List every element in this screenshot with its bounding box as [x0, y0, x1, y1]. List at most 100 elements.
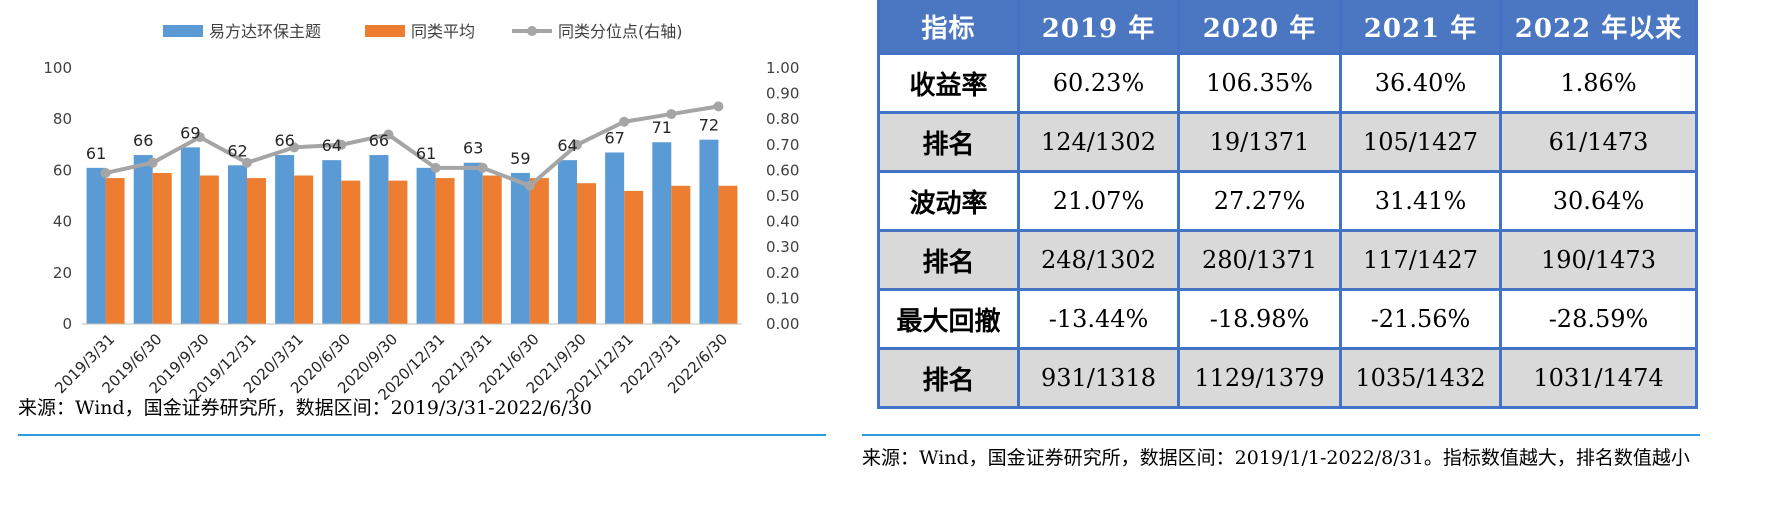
- table-cell: 1.86%: [1499, 52, 1698, 114]
- bar-peer-avg: [577, 183, 596, 324]
- bar-data-label: 64: [557, 136, 577, 155]
- percentile-marker: [430, 162, 441, 173]
- bar-data-label: 62: [227, 141, 247, 160]
- percentile-marker: [524, 180, 535, 191]
- table-cell: 117/1427: [1339, 229, 1502, 291]
- bar-peer-avg: [294, 175, 314, 324]
- y-right-tick-label: 0.80: [766, 110, 799, 128]
- bar-peer-avg: [388, 180, 408, 324]
- row-label: 收益率: [877, 52, 1020, 114]
- table-cell: 1129/1379: [1177, 347, 1342, 409]
- left-divider: [18, 434, 826, 436]
- percentile-marker: [619, 116, 630, 127]
- bar-data-label: 61: [416, 144, 436, 163]
- right-source-note: 来源：Wind，国金证券研究所，数据区间：2019/1/1-2022/8/31。…: [862, 447, 1690, 469]
- y-left-tick-label: 40: [53, 213, 72, 231]
- legend-label: 同类平均: [411, 22, 475, 41]
- left-source-note: 来源：Wind，国金证券研究所，数据区间：2019/3/31-2022/6/30: [18, 397, 592, 419]
- bar-fund: [133, 155, 153, 324]
- table-cell: 124/1302: [1017, 111, 1180, 173]
- percentile-marker: [383, 129, 394, 140]
- y-left-tick-label: 80: [53, 110, 72, 128]
- percentile-marker: [477, 162, 488, 173]
- legend-swatch: [163, 25, 203, 37]
- bar-peer-avg: [152, 172, 172, 324]
- table-cell: -18.98%: [1177, 288, 1342, 350]
- table-cell: 106.35%: [1177, 52, 1342, 114]
- bar-fund: [228, 165, 247, 324]
- bar-fund: [180, 147, 200, 324]
- bar-peer-avg: [341, 180, 361, 324]
- table-cell: -28.59%: [1499, 288, 1698, 350]
- legend-label: 同类分位点(右轴): [558, 22, 683, 41]
- bar-fund: [275, 155, 295, 324]
- y-right-tick-label: 0.10: [766, 289, 799, 307]
- y-right-tick-label: 0.00: [766, 315, 799, 333]
- bar-data-label: 66: [133, 131, 153, 150]
- bar-peer-avg: [435, 178, 455, 324]
- table-cell: -21.56%: [1339, 288, 1502, 350]
- table-cell: 280/1371: [1177, 229, 1342, 291]
- row-label: 最大回撤: [877, 288, 1020, 350]
- right-divider: [862, 434, 1700, 436]
- bar-peer-avg: [671, 185, 691, 324]
- table-cell: 61/1473: [1499, 111, 1698, 173]
- row-label: 排名: [877, 229, 1020, 291]
- table-cell: 36.40%: [1339, 52, 1502, 114]
- bar-fund: [86, 167, 106, 324]
- table-cell: 1035/1432: [1339, 347, 1502, 409]
- bar-data-label: 66: [369, 131, 389, 150]
- table-row: 收益率 60.23% 106.35% 36.40% 1.86%: [877, 52, 1698, 114]
- table-row: 波动率 21.07% 27.27% 31.41% 30.64%: [877, 170, 1698, 232]
- y-right-tick-label: 1.00: [766, 59, 799, 77]
- y-left-tick-label: 20: [53, 264, 72, 282]
- table-row: 最大回撤 -13.44% -18.98% -21.56% -28.59%: [877, 288, 1698, 350]
- table-cell: 21.07%: [1017, 170, 1180, 232]
- header-cell: 指标: [877, 0, 1020, 55]
- y-left-tick-label: 0: [62, 315, 72, 333]
- row-label: 排名: [877, 347, 1020, 409]
- y-right-tick-label: 0.60: [766, 161, 799, 179]
- table-cell: 190/1473: [1499, 229, 1698, 291]
- table-header-row: 指标 2019 年 2020 年 2021 年 2022 年以来: [877, 0, 1698, 55]
- percentile-marker: [147, 157, 158, 168]
- bar-peer-avg: [105, 178, 125, 324]
- bar-data-label: 72: [699, 116, 719, 135]
- bar-data-label: 59: [510, 149, 530, 168]
- percentile-marker: [100, 167, 111, 178]
- y-right-tick-label: 0.50: [766, 187, 799, 205]
- bar-fund: [605, 152, 625, 324]
- bar-fund: [416, 167, 436, 324]
- bar-data-label: 69: [180, 123, 200, 142]
- bar-fund: [652, 142, 672, 324]
- table-cell: 27.27%: [1177, 170, 1342, 232]
- bar-peer-avg: [624, 190, 644, 324]
- table-cell: 248/1302: [1017, 229, 1180, 291]
- percentile-marker: [666, 109, 677, 120]
- percentile-marker: [713, 101, 724, 112]
- percentile-marker: [336, 139, 347, 150]
- bar-peer-avg: [529, 178, 549, 324]
- y-left-tick-label: 100: [43, 59, 72, 77]
- table-cell: 1031/1474: [1499, 347, 1698, 409]
- bar-data-label: 66: [274, 131, 294, 150]
- percentile-marker: [289, 142, 300, 153]
- table-row: 排名 931/1318 1129/1379 1035/1432 1031/147…: [877, 347, 1698, 409]
- table-cell: 31.41%: [1339, 170, 1502, 232]
- table-cell: 19/1371: [1177, 111, 1342, 173]
- legend-marker: [527, 26, 537, 36]
- bar-data-label: 71: [652, 118, 672, 137]
- legend-label: 易方达环保主题: [209, 22, 321, 41]
- table-row: 排名 248/1302 280/1371 117/1427 190/1473: [877, 229, 1698, 291]
- bar-data-label: 61: [86, 144, 106, 163]
- bar-peer-avg: [718, 185, 738, 324]
- percentile-marker: [572, 139, 582, 150]
- combo-chart: 0 20 40 60 80 100 0.00 0.10 0.20 0.30 0.40 0.50 0.60…: [43, 22, 799, 400]
- table-cell: -13.44%: [1017, 288, 1180, 350]
- bar-data-label: 63: [463, 139, 483, 158]
- bar-fund: [463, 162, 483, 324]
- bar-peer-avg: [247, 178, 266, 324]
- table-cell: 105/1427: [1339, 111, 1502, 173]
- percentile-marker: [194, 132, 205, 143]
- y-right-tick-label: 0.90: [766, 85, 799, 103]
